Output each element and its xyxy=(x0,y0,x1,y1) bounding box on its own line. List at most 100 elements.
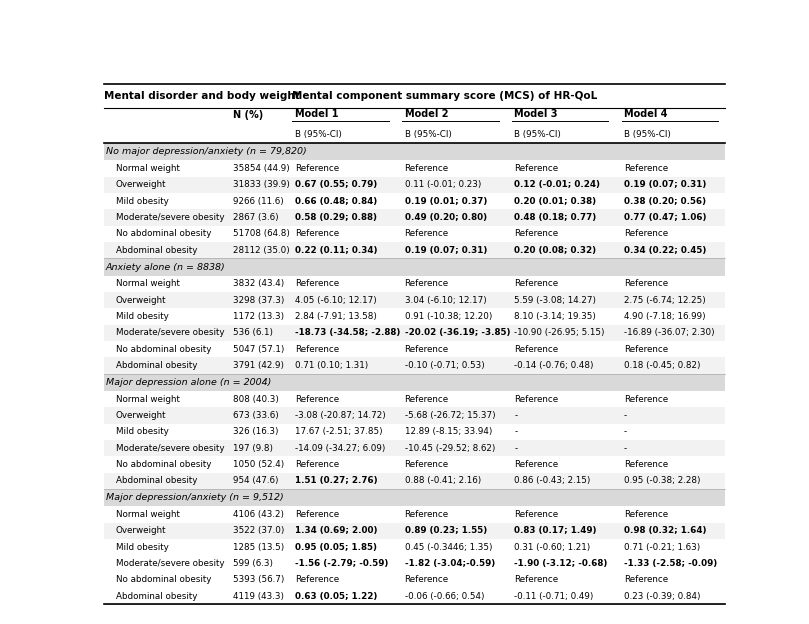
Text: 3298 (37.3): 3298 (37.3) xyxy=(233,296,284,305)
Bar xyxy=(104,107,725,127)
Text: 51708 (64.8): 51708 (64.8) xyxy=(233,230,290,238)
Text: Reference: Reference xyxy=(515,395,558,404)
Text: Reference: Reference xyxy=(404,395,449,404)
Bar xyxy=(104,84,725,107)
Text: 12.89 (-8.15; 33.94): 12.89 (-8.15; 33.94) xyxy=(404,427,492,436)
Text: Reference: Reference xyxy=(294,164,339,173)
Text: -10.90 (-26.95; 5.15): -10.90 (-26.95; 5.15) xyxy=(515,328,605,338)
Bar xyxy=(104,489,725,506)
Text: 9266 (11.6): 9266 (11.6) xyxy=(233,197,283,206)
Text: No abdominal obesity: No abdominal obesity xyxy=(116,344,211,354)
Text: 0.48 (0.18; 0.77): 0.48 (0.18; 0.77) xyxy=(515,213,596,222)
Text: Model 1: Model 1 xyxy=(294,109,338,119)
Text: Model 3: Model 3 xyxy=(515,109,557,119)
Text: -1.56 (-2.79; -0.59): -1.56 (-2.79; -0.59) xyxy=(294,559,388,568)
Text: 0.71 (-0.21; 1.63): 0.71 (-0.21; 1.63) xyxy=(624,543,701,552)
Text: 0.98 (0.32; 1.64): 0.98 (0.32; 1.64) xyxy=(624,527,706,535)
Text: 0.91 (-10.38; 12.20): 0.91 (-10.38; 12.20) xyxy=(404,312,492,321)
Text: 0.12 (-0.01; 0.24): 0.12 (-0.01; 0.24) xyxy=(515,180,600,190)
Bar xyxy=(104,473,725,489)
Text: 2867 (3.6): 2867 (3.6) xyxy=(233,213,278,222)
Text: No major depression/anxiety (n = 79,820): No major depression/anxiety (n = 79,820) xyxy=(105,147,307,156)
Text: Mild obesity: Mild obesity xyxy=(116,312,168,321)
Text: 5047 (57.1): 5047 (57.1) xyxy=(233,344,284,354)
Text: Reference: Reference xyxy=(294,230,339,238)
Text: 0.88 (-0.41; 2.16): 0.88 (-0.41; 2.16) xyxy=(404,476,481,485)
Text: No abdominal obesity: No abdominal obesity xyxy=(116,575,211,584)
Text: B (95%-CI): B (95%-CI) xyxy=(294,130,341,139)
Text: 0.38 (0.20; 0.56): 0.38 (0.20; 0.56) xyxy=(624,197,706,206)
Text: Model 4: Model 4 xyxy=(624,109,667,119)
Text: 0.89 (0.23; 1.55): 0.89 (0.23; 1.55) xyxy=(404,527,487,535)
Text: 3522 (37.0): 3522 (37.0) xyxy=(233,527,284,535)
Text: 3.04 (-6.10; 12.17): 3.04 (-6.10; 12.17) xyxy=(404,296,486,305)
Text: 536 (6.1): 536 (6.1) xyxy=(233,328,273,338)
Text: 0.31 (-0.60; 1.21): 0.31 (-0.60; 1.21) xyxy=(515,543,591,552)
Text: -0.11 (-0.71; 0.49): -0.11 (-0.71; 0.49) xyxy=(515,592,594,601)
Text: Reference: Reference xyxy=(404,344,449,354)
Text: Reference: Reference xyxy=(404,280,449,288)
Text: Reference: Reference xyxy=(624,344,668,354)
Text: Reference: Reference xyxy=(294,344,339,354)
Text: 2.75 (-6.74; 12.25): 2.75 (-6.74; 12.25) xyxy=(624,296,705,305)
Text: 808 (40.3): 808 (40.3) xyxy=(233,395,278,404)
Text: Moderate/severe obesity: Moderate/severe obesity xyxy=(116,444,224,453)
Text: Reference: Reference xyxy=(515,460,558,469)
Text: 0.45 (-0.3446; 1.35): 0.45 (-0.3446; 1.35) xyxy=(404,543,492,552)
Text: Reference: Reference xyxy=(294,510,339,519)
Text: 3791 (42.9): 3791 (42.9) xyxy=(233,361,284,370)
Text: Reference: Reference xyxy=(404,510,449,519)
Text: 673 (33.6): 673 (33.6) xyxy=(233,411,278,420)
Text: Normal weight: Normal weight xyxy=(116,280,180,288)
Text: -0.06 (-0.66; 0.54): -0.06 (-0.66; 0.54) xyxy=(404,592,484,601)
Bar xyxy=(104,572,725,588)
Text: Reference: Reference xyxy=(404,164,449,173)
Text: -: - xyxy=(515,411,518,420)
Text: Reference: Reference xyxy=(404,230,449,238)
Text: B (95%-CI): B (95%-CI) xyxy=(624,130,671,139)
Text: -1.33 (-2.58; -0.09): -1.33 (-2.58; -0.09) xyxy=(624,559,718,568)
Text: Reference: Reference xyxy=(515,575,558,584)
Text: 954 (47.6): 954 (47.6) xyxy=(233,476,278,485)
Bar xyxy=(104,506,725,523)
Text: 2.84 (-7.91; 13.58): 2.84 (-7.91; 13.58) xyxy=(294,312,377,321)
Bar xyxy=(104,193,725,210)
Text: Mild obesity: Mild obesity xyxy=(116,543,168,552)
Text: 0.11 (-0.01; 0.23): 0.11 (-0.01; 0.23) xyxy=(404,180,481,190)
Text: Reference: Reference xyxy=(515,510,558,519)
Bar xyxy=(104,177,725,193)
Text: -0.10 (-0.71; 0.53): -0.10 (-0.71; 0.53) xyxy=(404,361,485,370)
Text: Reference: Reference xyxy=(624,280,668,288)
Text: 599 (6.3): 599 (6.3) xyxy=(233,559,273,568)
Text: 0.58 (0.29; 0.88): 0.58 (0.29; 0.88) xyxy=(294,213,377,222)
Text: Normal weight: Normal weight xyxy=(116,395,180,404)
Text: -18.73 (-34.58; -2.88): -18.73 (-34.58; -2.88) xyxy=(294,328,400,338)
Text: -: - xyxy=(624,411,627,420)
Bar xyxy=(104,341,725,358)
Text: Reference: Reference xyxy=(515,344,558,354)
Text: 4119 (43.3): 4119 (43.3) xyxy=(233,592,284,601)
Text: Overweight: Overweight xyxy=(116,180,166,190)
Text: 0.95 (-0.38; 2.28): 0.95 (-0.38; 2.28) xyxy=(624,476,701,485)
Bar xyxy=(104,292,725,308)
Text: Reference: Reference xyxy=(624,510,668,519)
Text: 0.20 (0.01; 0.38): 0.20 (0.01; 0.38) xyxy=(515,197,596,206)
Text: Reference: Reference xyxy=(515,280,558,288)
Text: Reference: Reference xyxy=(404,575,449,584)
Bar xyxy=(104,391,725,407)
Text: Reference: Reference xyxy=(624,230,668,238)
Text: -5.68 (-26.72; 15.37): -5.68 (-26.72; 15.37) xyxy=(404,411,495,420)
Bar xyxy=(104,226,725,242)
Text: -1.90 (-3.12; -0.68): -1.90 (-3.12; -0.68) xyxy=(515,559,608,568)
Text: Abdominal obesity: Abdominal obesity xyxy=(116,476,197,485)
Text: 17.67 (-2.51; 37.85): 17.67 (-2.51; 37.85) xyxy=(294,427,383,436)
Text: Overweight: Overweight xyxy=(116,527,166,535)
Text: Overweight: Overweight xyxy=(116,411,166,420)
Text: 3832 (43.4): 3832 (43.4) xyxy=(233,280,284,288)
Text: Normal weight: Normal weight xyxy=(116,510,180,519)
Text: Mild obesity: Mild obesity xyxy=(116,427,168,436)
Text: -0.14 (-0.76; 0.48): -0.14 (-0.76; 0.48) xyxy=(515,361,594,370)
Text: Reference: Reference xyxy=(624,460,668,469)
Text: -3.08 (-20.87; 14.72): -3.08 (-20.87; 14.72) xyxy=(294,411,386,420)
Text: 0.83 (0.17; 1.49): 0.83 (0.17; 1.49) xyxy=(515,527,597,535)
